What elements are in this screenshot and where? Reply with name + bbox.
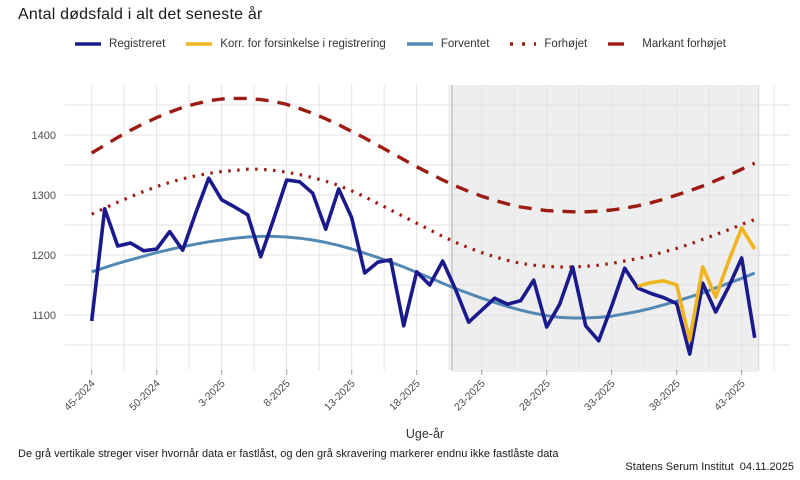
- x-tick-label: 28-2025: [517, 378, 553, 414]
- series-forventet: [91, 234, 756, 320]
- footnote: De grå vertikale streger viser hvornår d…: [18, 448, 559, 460]
- locked-region: [451, 85, 759, 372]
- legend-item-forventet[interactable]: Forventet: [406, 38, 490, 50]
- y-tick-label: 1400: [32, 130, 56, 142]
- legend-swatch-solid-line-icon: [186, 42, 213, 46]
- legend-swatch-solid-line-icon: [406, 42, 433, 46]
- page-title: Antal dødsfald i alt det seneste år: [18, 6, 263, 23]
- series-forh-jet: [91, 167, 756, 269]
- x-tick-label: 8-2025: [261, 378, 293, 410]
- x-tick-label: 33-2025: [582, 378, 618, 414]
- x-tick-label: 18-2025: [387, 378, 423, 414]
- x-tick-label: 23-2025: [452, 378, 488, 414]
- legend-label: Forhøjet: [544, 38, 588, 50]
- legend-item-registreret[interactable]: Registreret: [74, 38, 165, 50]
- legend-label: Registreret: [109, 38, 166, 50]
- legend-label: Forventet: [440, 38, 490, 50]
- series-registreret: [89, 176, 757, 356]
- legend: Registreret Korr. for forsinkelse i regis…: [0, 38, 800, 50]
- x-tick-label: 45-2024: [62, 378, 98, 414]
- legend-swatch-dashed-line-icon: [608, 42, 635, 46]
- x-tick-label: 13-2025: [322, 378, 358, 414]
- legend-swatch-solid-line-icon: [75, 42, 102, 46]
- x-tick-label: 50-2024: [127, 378, 163, 414]
- x-tick-label: 43-2025: [712, 378, 748, 414]
- legend-item-korr-for-forsinkelse-i-registrering[interactable]: Korr. for forsinkelse i registrering: [185, 38, 386, 50]
- legend-label: Korr. for forsinkelse i registrering: [220, 38, 386, 50]
- series-korr-for-forsinkelse-i-registrering: [637, 226, 757, 343]
- legend-label: Markant forhøjet: [642, 38, 726, 50]
- legend-item-markant-forh-jet[interactable]: Markant forhøjet: [607, 38, 726, 50]
- x-axis-title: Uge-år: [405, 427, 445, 441]
- series-markant-forh-jet: [90, 96, 756, 214]
- x-tick-label: 38-2025: [647, 378, 683, 414]
- legend-swatch-dotted-line-icon: [510, 42, 537, 46]
- y-tick-label: 1200: [32, 250, 56, 262]
- y-tick-label: 1100: [32, 310, 56, 322]
- legend-item-forh-jet[interactable]: Forhøjet: [509, 38, 587, 50]
- source-attribution: Statens Serum Institut 04.11.2025: [625, 461, 794, 473]
- x-tick-label: 3-2025: [196, 378, 228, 410]
- data-locked-boundary-lines: [450, 85, 760, 370]
- y-tick-label: 1300: [32, 190, 56, 202]
